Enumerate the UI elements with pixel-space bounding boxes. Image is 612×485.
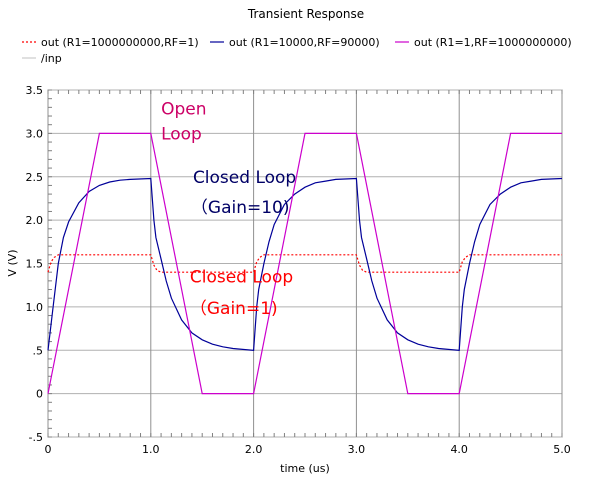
chart-title: Transient Response [247,7,364,21]
annotation-label: （Gain=1) [190,299,278,319]
legend-label-2: out (R1=10000,RF=90000) [229,36,380,49]
y-tick-label: -.5 [29,431,43,444]
y-tick-label: 0 [36,388,43,401]
series-line-3 [47,132,562,395]
y-tick-label: .5 [33,344,44,357]
annotation-label: Loop [161,124,202,144]
x-tick-label: 4.0 [450,443,468,456]
annotation-label: Open [161,99,206,119]
annotation-label: Closed Loop [190,268,293,288]
annotation-label: （Gain=10) [191,198,290,218]
y-tick-label: 2.0 [26,214,44,227]
x-axis-label: time (us) [280,462,330,475]
ticks: 0 1.0 2.0 3.0 4.0 5.0-.50.51.01.52.02.53.03.5 [26,84,571,456]
legend-label-1: out (R1=1000000000,RF=1) [41,36,199,49]
x-tick-label: 5.0 [553,443,571,456]
legend-label-4: /inp [41,52,62,65]
y-tick-label: 1.0 [26,301,44,314]
x-tick-label: 0 [45,443,52,456]
x-tick-label: 1.0 [142,443,160,456]
y-tick-label: 1.5 [26,258,44,271]
series-line-2 [47,177,563,351]
legend: out (R1=1000000000,RF=1) out (R1=10000,RF… [22,36,572,65]
x-tick-label: 2.0 [245,443,263,456]
y-tick-label: 2.5 [26,171,44,184]
y-axis-label: V (V) [6,249,19,276]
y-tick-label: 3.5 [26,84,44,97]
legend-label-3: out (R1=1,RF=1000000000) [414,36,572,49]
x-tick-label: 3.0 [348,443,366,456]
annotation-label: Closed Loop [193,168,296,188]
series-layer [47,132,563,395]
y-tick-label: 3.0 [26,127,44,140]
annotations: Open Loop Closed Loop （Gain=10) Closed Loop （… [161,99,296,319]
